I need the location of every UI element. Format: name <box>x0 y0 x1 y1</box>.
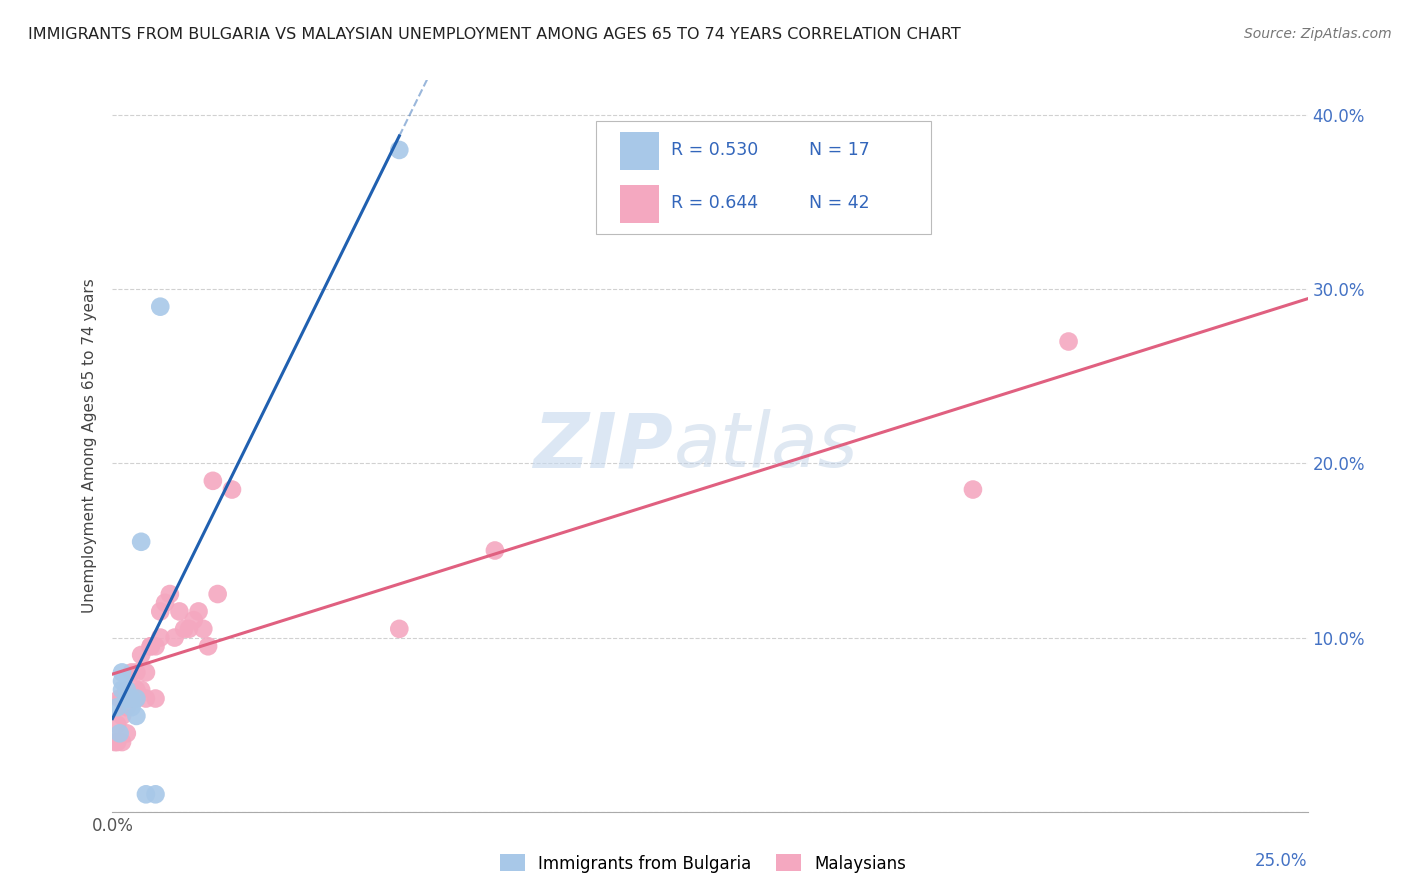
Point <box>193 622 215 636</box>
Point <box>149 631 172 645</box>
FancyBboxPatch shape <box>620 132 658 170</box>
Point <box>388 143 411 157</box>
Text: N = 42: N = 42 <box>810 194 870 212</box>
Point <box>129 534 152 549</box>
Point <box>221 483 243 497</box>
Point <box>111 691 134 706</box>
Point <box>145 640 167 654</box>
Point <box>121 700 143 714</box>
Point <box>149 604 172 618</box>
FancyBboxPatch shape <box>596 120 931 234</box>
Point <box>139 640 162 654</box>
Point <box>145 787 167 801</box>
Text: R = 0.530: R = 0.530 <box>671 142 758 160</box>
Point <box>115 682 138 697</box>
Point <box>962 483 984 497</box>
Text: ZIP: ZIP <box>534 409 675 483</box>
Point <box>111 665 134 680</box>
Point <box>121 691 143 706</box>
Point <box>139 640 162 654</box>
Y-axis label: Unemployment Among Ages 65 to 74 years: Unemployment Among Ages 65 to 74 years <box>82 278 97 614</box>
Point <box>105 717 128 731</box>
Point <box>111 709 134 723</box>
Point <box>115 691 138 706</box>
Point <box>145 691 167 706</box>
Point <box>173 622 195 636</box>
Point <box>1057 334 1080 349</box>
Point <box>111 682 134 697</box>
Point <box>111 735 134 749</box>
Point <box>388 622 411 636</box>
Point <box>121 665 143 680</box>
Text: IMMIGRANTS FROM BULGARIA VS MALAYSIAN UNEMPLOYMENT AMONG AGES 65 TO 74 YEARS COR: IMMIGRANTS FROM BULGARIA VS MALAYSIAN UN… <box>28 27 960 42</box>
Point <box>163 631 186 645</box>
Point <box>177 622 200 636</box>
Point <box>135 787 157 801</box>
Point <box>115 682 138 697</box>
Point <box>125 665 148 680</box>
Point <box>105 735 128 749</box>
Point <box>207 587 229 601</box>
Text: 25.0%: 25.0% <box>1256 852 1308 870</box>
Point <box>183 613 205 627</box>
Point <box>125 691 148 706</box>
Text: N = 17: N = 17 <box>810 142 870 160</box>
Point <box>135 691 157 706</box>
Point <box>125 682 148 697</box>
Point <box>115 726 138 740</box>
Point <box>169 604 191 618</box>
Point <box>197 640 219 654</box>
Legend: Immigrants from Bulgaria, Malaysians: Immigrants from Bulgaria, Malaysians <box>494 847 912 880</box>
Point <box>115 700 138 714</box>
Point <box>129 648 152 662</box>
Text: Source: ZipAtlas.com: Source: ZipAtlas.com <box>1244 27 1392 41</box>
Point <box>201 474 224 488</box>
Text: atlas: atlas <box>675 409 859 483</box>
Point <box>104 735 127 749</box>
Point <box>111 674 134 689</box>
Point <box>129 682 152 697</box>
Point <box>484 543 506 558</box>
Point <box>187 604 209 618</box>
Point <box>108 726 131 740</box>
FancyBboxPatch shape <box>620 185 658 223</box>
Point <box>125 709 148 723</box>
Point <box>149 300 172 314</box>
Point <box>108 691 131 706</box>
Point <box>135 665 157 680</box>
Point <box>121 691 143 706</box>
Point <box>159 587 181 601</box>
Point <box>153 596 176 610</box>
Point <box>125 691 148 706</box>
Text: R = 0.644: R = 0.644 <box>671 194 758 212</box>
Point <box>115 691 138 706</box>
Point <box>105 700 128 714</box>
